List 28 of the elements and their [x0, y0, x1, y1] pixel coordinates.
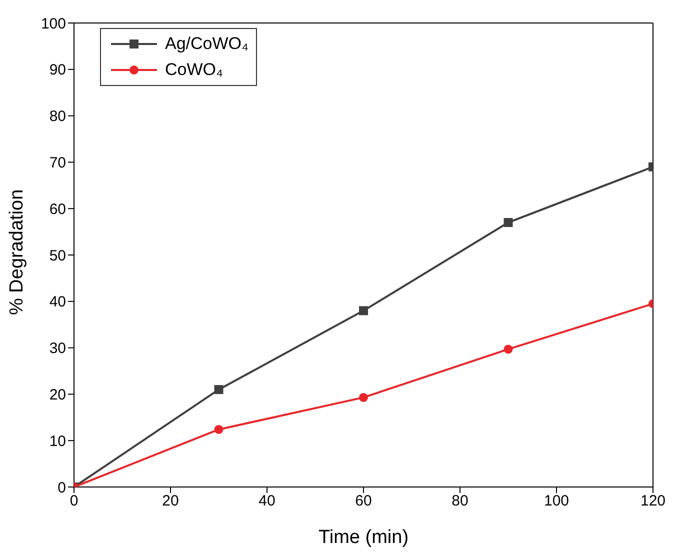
x-tick-label: 100 — [544, 492, 570, 510]
y-tick-label: 40 — [49, 294, 66, 311]
legend-label: Ag/CoWO₄ — [165, 34, 248, 54]
point — [214, 385, 224, 394]
point — [504, 218, 513, 228]
y-tick-label: 90 — [49, 62, 66, 79]
y-tick-label: 10 — [49, 432, 66, 450]
y-tick-label: 70 — [49, 154, 66, 172]
x-tick-label: 0 — [70, 492, 78, 510]
y-tick-label: 0 — [58, 479, 66, 496]
x-tick-label: 60 — [355, 492, 372, 510]
point — [359, 392, 368, 402]
y-tick-label: 100 — [40, 15, 66, 32]
y-tick-label: 20 — [49, 386, 66, 404]
x-tick-label: 80 — [452, 492, 468, 510]
x-axis-title: Time (min) — [318, 527, 409, 548]
point — [504, 344, 513, 354]
point — [359, 306, 368, 316]
x-tick-label: 40 — [258, 492, 276, 510]
y-tick-label: 30 — [49, 340, 66, 358]
x-tick-label: 120 — [640, 492, 666, 510]
legend-label: CoWO₄ — [165, 60, 223, 80]
point — [214, 424, 224, 434]
y-tick-label: 80 — [49, 108, 66, 126]
y-tick-label: 50 — [49, 247, 66, 264]
y-axis-title: % Degradation — [6, 189, 28, 315]
x-tick-label: 20 — [162, 492, 179, 510]
y-tick-label: 60 — [49, 200, 66, 218]
